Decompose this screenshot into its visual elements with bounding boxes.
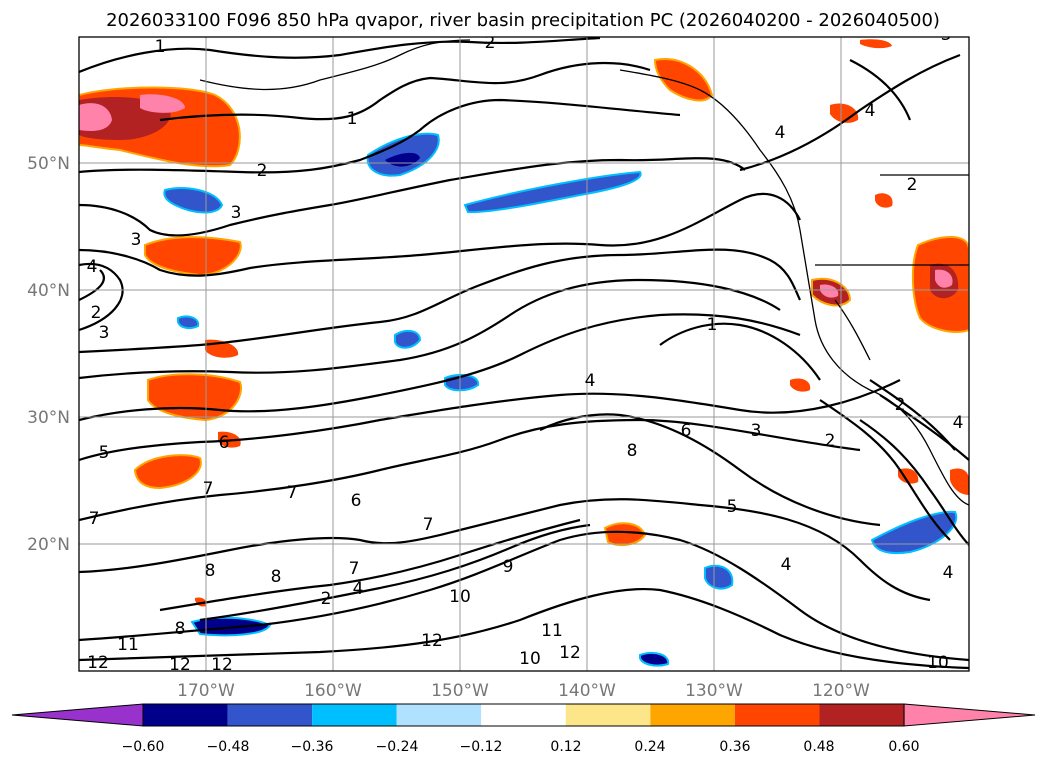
colorbar-tick-label: 0.12: [550, 739, 581, 755]
contour-label: 8: [175, 619, 186, 639]
contour-label: 12: [87, 653, 109, 673]
colorbar-segment: [481, 704, 566, 726]
colorbar-segment: [819, 704, 905, 726]
latitude-labels: 50°N 40°N 30°N 20°N: [27, 154, 70, 555]
lon-label-160w: 160°W: [304, 681, 362, 701]
lat-label-40n: 40°N: [27, 281, 70, 301]
contour-label: 11: [541, 621, 563, 641]
colorbar-segment: [650, 704, 735, 726]
colorbar-tick-labels: −0.60 −0.48 −0.36 −0.24 −0.12 0.12 0.24 …: [122, 739, 920, 755]
colorbar-tick-label: 0.60: [888, 739, 919, 755]
colorbar-tick-label: 0.48: [803, 739, 834, 755]
contour-label: 7: [423, 515, 434, 535]
map-border: [78, 36, 970, 672]
colorbar-segment: [396, 704, 482, 726]
contour-label: 4: [585, 371, 596, 391]
contour-label: 2: [321, 589, 332, 609]
contour-label: 3: [941, 25, 952, 45]
contour-label: 4: [775, 123, 786, 143]
contour-label: 3: [751, 421, 762, 441]
contour-label: 2: [825, 431, 836, 451]
contour-label: 4: [781, 555, 792, 575]
contour-label: 4: [87, 257, 98, 277]
contour-label-group: 1 2 1 2 3 3 4 2 3 4 3 1 4 6 3 2 5 6 7 7 …: [87, 25, 964, 675]
colorbar-tick-label: −0.12: [460, 739, 503, 755]
contour-label: 2: [895, 395, 906, 415]
colorbar-tick-label: −0.36: [291, 739, 334, 755]
lon-label-170w: 170°W: [177, 681, 235, 701]
contour-label: 2: [257, 161, 268, 181]
colorbar-segment: [312, 704, 397, 726]
lat-label-20n: 20°N: [27, 535, 70, 555]
colorbar-segment: [227, 704, 313, 726]
contour-label: 12: [559, 643, 581, 663]
contour-label: 7: [203, 479, 214, 499]
contour-label: 8: [627, 441, 638, 461]
colorbar-tick-label: −0.60: [122, 739, 165, 755]
contour-label: 5: [727, 497, 738, 517]
colorbar-extend-low: [11, 703, 144, 727]
contour-label: 9: [503, 557, 514, 577]
contour-label: 10: [927, 653, 949, 673]
contour-label: 8: [271, 567, 282, 587]
map-panel: 1 2 1 2 3 3 4 2 3 4 3 1 4 6 3 2 5 6 7 7 …: [79, 25, 969, 675]
contour-label: 4: [953, 413, 964, 433]
contour-label: 4: [353, 579, 364, 599]
colorbar-segment: [143, 704, 228, 726]
contour-label: 10: [449, 587, 471, 607]
contour-label: 6: [219, 433, 230, 453]
colorbar-segment: [734, 704, 820, 726]
lon-label-140w: 140°W: [558, 681, 616, 701]
contour-label: 12: [169, 655, 191, 675]
contour-label: 2: [91, 303, 102, 323]
contour-label: 3: [131, 230, 142, 250]
contour-label: 10: [519, 649, 541, 669]
contour-label: 11: [117, 635, 139, 655]
contour-label: 6: [351, 491, 362, 511]
lon-label-130w: 130°W: [685, 681, 743, 701]
lon-label-120w: 120°W: [812, 681, 870, 701]
colorbar-tick-label: −0.48: [207, 739, 250, 755]
contour-label: 7: [349, 559, 360, 579]
colorbar-extend-high: [903, 703, 1036, 727]
contour-label: 1: [155, 37, 166, 57]
contour-label: 12: [211, 655, 233, 675]
colorbar-segment: [565, 704, 651, 726]
contour-label: 3: [99, 323, 110, 343]
contour-label: 12: [421, 631, 443, 651]
contour-label: 1: [347, 109, 358, 129]
colorbar: [11, 703, 1036, 727]
longitude-labels: 170°W 160°W 150°W 140°W 130°W 120°W: [177, 681, 870, 701]
map-title: 2026033100 F096 850 hPa qvapor, river ba…: [106, 10, 940, 31]
contour-label: 7: [287, 483, 298, 503]
contour-label: 4: [865, 101, 876, 121]
contour-label: 3: [231, 203, 242, 223]
contour-label: 5: [99, 443, 110, 463]
lon-label-150w: 150°W: [431, 681, 489, 701]
contour-label: 8: [205, 561, 216, 581]
contour-label: 1: [707, 315, 718, 335]
colorbar-tick-label: 0.24: [634, 739, 665, 755]
map-gridlines: [79, 37, 969, 671]
qvapor-contour-lines: [79, 37, 969, 670]
contour-label: 6: [681, 421, 692, 441]
colorbar-tick-label: −0.24: [376, 739, 419, 755]
colorbar-tick-label: 0.36: [719, 739, 750, 755]
contour-label: 2: [485, 33, 496, 53]
lat-label-50n: 50°N: [27, 154, 70, 174]
lat-label-30n: 30°N: [27, 408, 70, 428]
contour-label: 7: [89, 509, 100, 529]
contour-label: 4: [943, 563, 954, 583]
contour-label: 2: [907, 175, 918, 195]
colorbar-frame: [142, 703, 905, 727]
